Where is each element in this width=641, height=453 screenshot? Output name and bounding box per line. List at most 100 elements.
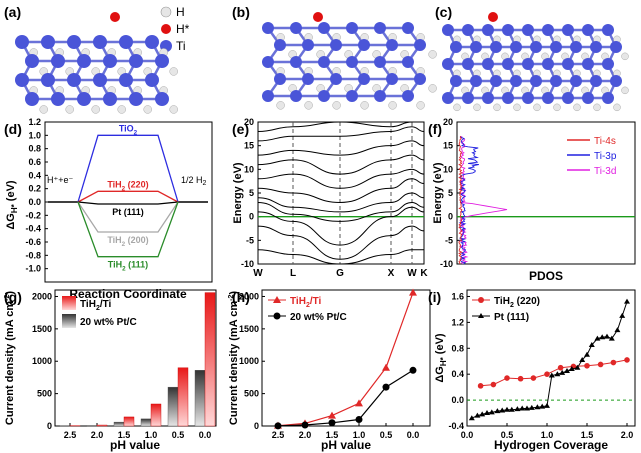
i-legend-label-1: Pt (111) (494, 312, 529, 323)
i-point-pt-26 (599, 334, 606, 340)
g-bar-tih2-5 (204, 292, 216, 427)
ti-atom (274, 73, 286, 85)
ti-atom (119, 73, 133, 87)
h-atom (473, 103, 481, 112)
i-legend-label-0: TiH2 (220) (494, 296, 540, 309)
i-ylabel: ΔGH* (eV) (434, 333, 448, 383)
i-point-tih2-2 (504, 375, 510, 381)
g-legend-label-1: 20 wt% Pt/C (80, 317, 137, 328)
hstar-atom-icon (161, 24, 171, 34)
h-atom (169, 105, 178, 114)
e-band-7 (257, 154, 425, 175)
i-point-pt-28 (608, 335, 615, 341)
h-xtick-label-2: 1.5 (326, 430, 339, 440)
h-point-ptc-2 (328, 419, 336, 427)
i-xtick-label-2: 1.0 (541, 430, 554, 440)
f-ytick-label-4: 0 (448, 212, 453, 222)
ti-atom (522, 92, 534, 104)
i-point-pt-1 (474, 412, 481, 418)
d-ylabel: ΔGH* (eV) (5, 180, 19, 230)
d-ytick-label-9: -0.6 (25, 237, 41, 247)
i-point-pt-21 (574, 364, 581, 370)
f-curve-ti3p (458, 135, 479, 265)
h-atom (553, 103, 561, 112)
ti-atom (542, 92, 554, 104)
e-kpoint-1: L (290, 268, 296, 279)
ti-atom (67, 73, 81, 87)
h-atom (493, 103, 501, 112)
g-ytick-label-3: 500 (37, 389, 52, 399)
f-ytick-label-6: -10 (440, 259, 453, 269)
h-atom (388, 101, 397, 110)
ti-atom (522, 24, 534, 36)
panel-e-label: (e) (232, 121, 249, 137)
d-level-label-2: Pt (111) (112, 207, 144, 217)
e-band-8 (257, 140, 425, 156)
d-level-label-4-sub: 2 (122, 266, 126, 273)
g-xtick-label-1: 2.0 (91, 430, 104, 440)
i-point-tih2-10 (610, 359, 617, 366)
e-kpoint-3: X (388, 268, 395, 279)
g-bar-ptc-2 (113, 421, 125, 427)
e-band-10 (257, 121, 424, 132)
panel-c-label: (c) (435, 4, 452, 20)
i-point-pt-29 (614, 327, 621, 333)
ti-atom (402, 90, 414, 102)
ti-atom (470, 75, 482, 87)
i-legend-label-0-suffix: (220) (514, 296, 540, 307)
h-point-ptc-3 (355, 416, 363, 424)
ti-atom (67, 35, 81, 49)
ti-atom (318, 90, 330, 102)
h-atom (117, 105, 126, 114)
g-ytick-label-2: 1000 (32, 356, 52, 366)
ti-atom (402, 22, 414, 34)
h-ytick-label-2: 1000 (239, 356, 259, 366)
h-atom (143, 105, 152, 114)
g-xlabel: pH value (110, 438, 160, 452)
ti-atom (318, 22, 330, 34)
ti-atom (442, 92, 454, 104)
i-point-pt-27 (604, 333, 610, 339)
e-kpoint-2: G (336, 268, 344, 279)
i-point-pt-6 (499, 407, 506, 413)
d-level-3 (77, 201, 179, 233)
g-legend-label-0-sub: 2 (96, 305, 100, 312)
h-atom (360, 101, 369, 110)
h-point-tih2-3 (355, 399, 363, 407)
ti-atom (93, 73, 107, 87)
i-point-pt-0 (468, 415, 475, 421)
i-point-pt-9 (514, 406, 521, 412)
i-point-pt-24 (588, 342, 595, 348)
i-legend-label-0-sub: 2 (510, 302, 514, 309)
ti-atom (129, 54, 143, 68)
i-point-pt-8 (508, 406, 515, 412)
ti-atom (103, 92, 117, 106)
ti-atom (93, 35, 107, 49)
h-legend-label-1: 20 wt% Pt/C (290, 312, 347, 323)
i-point-pt-2 (479, 411, 486, 417)
d-level-label-4-suffix: (111) (126, 260, 149, 270)
ti-atom (542, 24, 554, 36)
h-atom (593, 103, 601, 112)
ti-atom (610, 75, 622, 87)
d-ytick-label-3: 0.6 (28, 157, 41, 167)
d-level-label-1-sub: 2 (122, 185, 126, 192)
g-xtick-label-0: 2.5 (64, 430, 77, 440)
h-series-1 (277, 369, 414, 427)
e-band-9 (257, 126, 425, 142)
d-ytick-label-0: 1.2 (28, 117, 41, 127)
g-bar-tih2-1 (96, 424, 108, 427)
i-point-tih2-8 (584, 362, 590, 369)
i-point-tih2-4 (530, 375, 537, 381)
h-xtick-label-1: 2.0 (299, 430, 312, 440)
ti-atom (77, 92, 91, 106)
ti-atom (414, 73, 426, 85)
d-level-label-1: TiH2 (220) (107, 179, 148, 192)
ti-atom (346, 90, 358, 102)
h-xtick-label-5: 0.0 (407, 430, 420, 440)
ti-atom (450, 75, 462, 87)
i-point-pt-3 (484, 410, 490, 416)
h-atom (428, 84, 437, 93)
